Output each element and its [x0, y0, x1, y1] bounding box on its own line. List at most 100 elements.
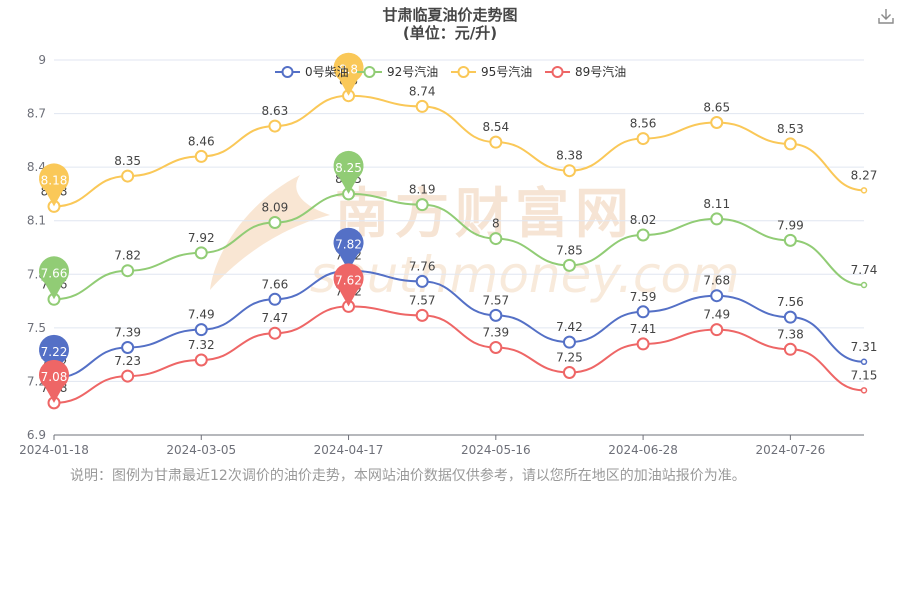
y-tick-label: 6.9	[27, 428, 46, 442]
data-label: 7.57	[409, 293, 436, 307]
legend-label: 89号汽油	[575, 64, 626, 79]
x-tick-label: 2024-05-16	[461, 443, 531, 457]
data-point	[562, 258, 576, 272]
max-pin-label: 7.82	[335, 238, 362, 252]
data-point	[636, 228, 650, 242]
legend-marker	[457, 66, 470, 78]
data-label: 7.39	[482, 326, 509, 340]
series-line	[53, 192, 865, 301]
data-label: 7.76	[409, 259, 436, 273]
data-point	[636, 337, 650, 351]
data-point	[121, 169, 135, 183]
y-tick-label: 7.5	[27, 321, 46, 335]
data-point	[415, 99, 429, 113]
watermark-en-text: southmoney.com	[310, 246, 740, 304]
data-label: 7.38	[777, 327, 804, 341]
data-point	[710, 323, 724, 337]
data-label: 7.42	[556, 320, 583, 334]
data-label: 7.32	[188, 338, 215, 352]
min-pin	[39, 359, 70, 403]
data-point	[415, 198, 429, 212]
data-point	[710, 212, 724, 226]
x-tick-label: 2024-04-17	[314, 443, 384, 457]
data-point	[415, 274, 429, 288]
data-label: 7.31	[851, 340, 878, 354]
data-point	[194, 353, 208, 367]
data-point	[710, 289, 724, 303]
data-point	[860, 387, 868, 394]
min-pin-label: 8.18	[41, 173, 68, 187]
min-pin	[39, 334, 70, 378]
data-label: 7.15	[851, 368, 878, 382]
max-pin-label: 8.25	[335, 161, 362, 175]
chart-subtitle: (单位：元/升)	[403, 24, 497, 42]
data-label: 7.56	[777, 295, 804, 309]
watermark-logo	[210, 175, 330, 290]
data-label: 8.63	[262, 104, 289, 118]
data-point	[860, 187, 868, 194]
max-pin-label: 8.8	[339, 63, 358, 77]
max-pin	[333, 227, 364, 271]
max-pin	[333, 263, 364, 307]
legend-label: 0号柴油	[305, 65, 349, 79]
y-tick-label: 8.7	[27, 107, 46, 121]
data-label: 8.74	[409, 84, 436, 98]
x-tick-label: 2024-03-05	[166, 443, 236, 457]
x-tick-label: 2024-06-28	[608, 443, 678, 457]
data-label: 7.74	[851, 263, 878, 277]
data-label: 8.19	[409, 183, 436, 197]
watermark-cn-text: 南方财富网	[335, 182, 635, 245]
data-point	[121, 341, 135, 354]
data-point	[268, 119, 282, 133]
x-tick-label: 2024-01-18	[19, 443, 89, 457]
chart-title: 甘肃临夏油价走势图	[382, 6, 517, 24]
data-label: 8.38	[556, 149, 583, 163]
data-label: 7.59	[630, 290, 657, 304]
data-labels: 7.22 7.39 7.49 7.66 7.82 7.76 7.57 7.42 7.59 7.68…	[41, 74, 878, 395]
data-label: 7.68	[703, 274, 730, 288]
series-line	[53, 269, 865, 379]
chart-note: 说明：图例为甘肃最近12次调价的油价走势，本网站油价数据仅供参考，请以您所在地区…	[70, 468, 746, 484]
y-tick-label: 9	[38, 53, 46, 67]
data-point	[562, 366, 576, 379]
data-point	[121, 264, 135, 278]
data-point	[562, 164, 576, 178]
min-pin	[39, 256, 70, 300]
data-point	[783, 310, 797, 324]
data-point	[860, 358, 868, 366]
marker-pins: 7.82 7.22 8.25 7.66 8.8 8.18 7.62 7.08	[39, 52, 364, 403]
data-label: 8.35	[114, 154, 141, 168]
data-label: 8.02	[630, 213, 657, 227]
data-point	[562, 335, 576, 349]
data-point	[268, 216, 282, 229]
data-label: 7.25	[556, 351, 583, 365]
legend: 0号柴油 92号汽油 95号汽油 89号汽油	[275, 64, 626, 79]
data-point	[194, 246, 208, 260]
max-pin	[333, 150, 364, 194]
data-label: 8.46	[188, 134, 215, 148]
max-pin	[333, 52, 364, 96]
series-line	[53, 305, 865, 404]
min-pin-label: 7.08	[41, 370, 68, 384]
data-point	[860, 281, 868, 289]
min-pin-label: 7.22	[41, 345, 68, 359]
legend-marker	[363, 66, 376, 78]
legend-marker	[551, 66, 564, 78]
data-label: 7.47	[262, 311, 289, 325]
data-point	[489, 232, 503, 246]
legend-marker	[281, 66, 294, 78]
min-pin-label: 7.66	[41, 266, 68, 280]
data-point	[489, 135, 503, 149]
data-point	[783, 233, 797, 247]
data-point	[268, 292, 282, 306]
data-label: 8.27	[851, 168, 878, 182]
data-point	[415, 308, 429, 322]
data-label: 7.41	[630, 322, 657, 336]
data-label: 8.11	[703, 197, 730, 211]
download-icon[interactable]	[876, 6, 896, 26]
data-point	[268, 326, 282, 340]
data-label: 8.65	[703, 101, 730, 115]
data-label: 7.66	[262, 277, 289, 291]
y-tick-label: 8.1	[27, 214, 46, 228]
